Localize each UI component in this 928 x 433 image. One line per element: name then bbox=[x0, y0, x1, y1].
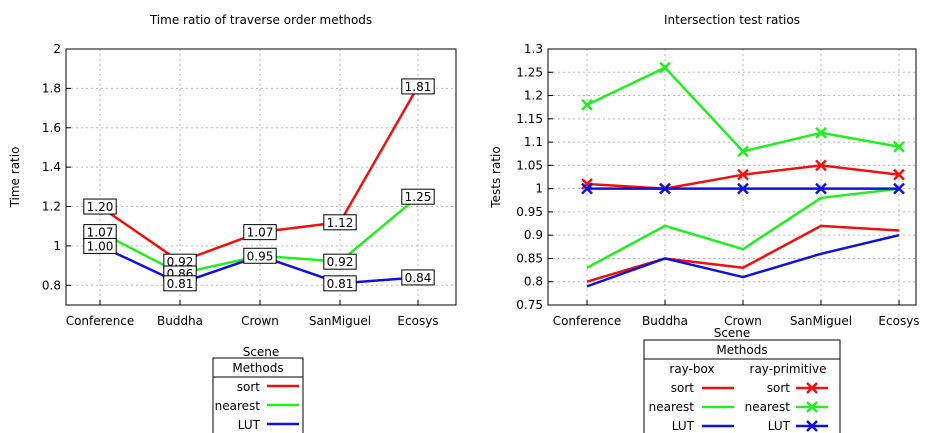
data-point-marker bbox=[893, 168, 905, 181]
legend-label: nearest bbox=[745, 400, 791, 414]
x-tick-label: Crown bbox=[724, 314, 762, 328]
y-tick-label: 1.1 bbox=[524, 135, 543, 149]
data-label-box bbox=[243, 224, 277, 241]
chart-title: Time ratio of traverse order methods bbox=[149, 13, 372, 27]
x-tick-label: SanMiguel bbox=[309, 314, 371, 328]
x-tick-label: Buddha bbox=[642, 314, 688, 328]
y-tick-label: 0.95 bbox=[516, 205, 543, 219]
data-point-marker bbox=[737, 182, 749, 195]
data-point-marker bbox=[815, 159, 827, 172]
data-label: 1.07 bbox=[87, 226, 114, 240]
data-point-marker bbox=[893, 140, 905, 153]
data-label-box bbox=[83, 198, 117, 215]
legend-label: LUT bbox=[672, 419, 695, 433]
data-point-marker bbox=[581, 182, 593, 195]
y-axis-label: Tests ratio bbox=[489, 146, 503, 208]
data-point-marker bbox=[659, 182, 671, 195]
legend-title: Methods bbox=[232, 361, 283, 375]
y-tick-label: 0.9 bbox=[524, 228, 543, 242]
x-tick-label: SanMiguel bbox=[790, 314, 852, 328]
y-tick-label: 1.25 bbox=[516, 65, 543, 79]
legend-marker bbox=[806, 401, 818, 413]
y-tick-label: 0.75 bbox=[516, 298, 543, 312]
data-label: 1.81 bbox=[405, 80, 432, 94]
data-label: 0.81 bbox=[167, 277, 194, 291]
y-tick-label: 1.3 bbox=[524, 42, 543, 56]
data-label-box bbox=[83, 237, 117, 254]
data-point-marker bbox=[815, 126, 827, 139]
y-tick-label: 0.8 bbox=[524, 275, 543, 289]
data-point-marker bbox=[893, 182, 905, 195]
data-point-marker bbox=[815, 182, 827, 195]
data-label: 0.92 bbox=[327, 255, 354, 269]
intersection-ratio-chart: Intersection test ratios 0.75 0.8 0.85 0.9 0.… bbox=[489, 13, 920, 433]
x-tick-label: Ecosys bbox=[397, 314, 438, 328]
data-label-box bbox=[163, 275, 197, 292]
data-label-box bbox=[323, 214, 357, 231]
data-label: 0.81 bbox=[327, 277, 354, 291]
data-label: 1.12 bbox=[327, 216, 354, 230]
data-label-box bbox=[401, 188, 435, 205]
legend-box bbox=[212, 357, 304, 433]
y-tick-label: 1.05 bbox=[516, 158, 543, 172]
data-label: 1.25 bbox=[405, 190, 432, 204]
y-tick-label: 1 bbox=[535, 182, 543, 196]
x-tick-label: Buddha bbox=[157, 314, 203, 328]
data-label-box bbox=[401, 269, 435, 286]
data-label-box bbox=[323, 253, 357, 270]
legend-label: nearest bbox=[649, 400, 695, 414]
plot-frame bbox=[547, 48, 917, 306]
x-tick-label: Conference bbox=[66, 314, 135, 328]
data-point-marker bbox=[737, 145, 749, 158]
data-label: 1.07 bbox=[247, 226, 274, 240]
x-axis-label: Scene bbox=[714, 326, 751, 340]
y-tick-label: 0.8 bbox=[42, 278, 61, 292]
legend-group-label: ray-primitive bbox=[750, 362, 827, 376]
legend-label: sort bbox=[767, 381, 791, 395]
legend-marker bbox=[806, 420, 818, 432]
data-point-marker bbox=[581, 98, 593, 111]
y-tick-label: 1.4 bbox=[42, 160, 61, 174]
legend-label: LUT bbox=[768, 419, 791, 433]
y-tick-label: 1.15 bbox=[516, 112, 543, 126]
legend-group-label: ray-box bbox=[669, 362, 714, 376]
y-tick-label: 0.85 bbox=[516, 251, 543, 265]
x-tick-label: Conference bbox=[553, 314, 622, 328]
chart-title: Intersection test ratios bbox=[664, 13, 800, 27]
data-label: 0.84 bbox=[405, 271, 432, 285]
legend-label: nearest bbox=[215, 399, 261, 413]
legend: Methods sort nearest LUT bbox=[212, 357, 304, 433]
data-label-box bbox=[243, 247, 277, 264]
data-point-marker bbox=[581, 178, 593, 190]
plot-frame bbox=[65, 48, 457, 306]
x-axis-label: Scene bbox=[243, 345, 280, 359]
y-tick-label: 1 bbox=[53, 239, 61, 253]
data-label-box bbox=[323, 275, 357, 292]
data-label-box bbox=[401, 78, 435, 95]
legend-label: LUT bbox=[238, 418, 261, 432]
x-tick-label: Crown bbox=[241, 314, 279, 328]
data-point-marker bbox=[737, 168, 749, 181]
time-ratio-chart: Time ratio of traverse order methods0.81… bbox=[8, 13, 457, 433]
y-axis-label: Time ratio bbox=[8, 147, 22, 209]
data-point-marker bbox=[659, 61, 671, 74]
data-label: 1.00 bbox=[87, 239, 114, 253]
legend-marker bbox=[806, 382, 818, 394]
legend-box bbox=[643, 339, 841, 433]
y-tick-label: 1.6 bbox=[42, 121, 61, 135]
data-label: 0.95 bbox=[247, 249, 274, 263]
y-tick-label: 2 bbox=[53, 42, 61, 56]
data-label: 1.20 bbox=[87, 200, 114, 214]
y-tick-label: 1.8 bbox=[42, 81, 61, 95]
legend-label: sort bbox=[237, 380, 261, 394]
legend-title: Methods bbox=[716, 343, 767, 357]
x-tick-label: Ecosys bbox=[878, 314, 919, 328]
legend-label: sort bbox=[671, 381, 695, 395]
y-tick-label: 1.2 bbox=[42, 200, 61, 214]
y-tick-label: 1.2 bbox=[524, 89, 543, 103]
